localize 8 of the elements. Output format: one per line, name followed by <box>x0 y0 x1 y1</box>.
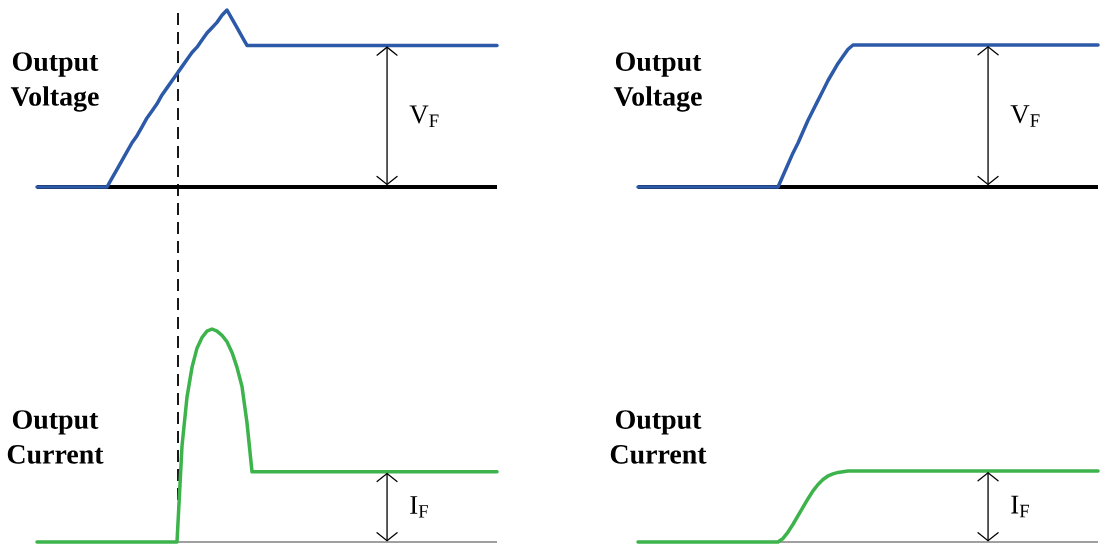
y-axis-title: Output Current <box>7 410 104 464</box>
annotation: V$_{F}$ <box>409 105 439 127</box>
annotation: V$_{F}$ <box>1010 105 1040 127</box>
y-axis-title: Output Current <box>610 410 707 464</box>
y-axis-title: Output Voltage <box>10 52 99 112</box>
y-axis-title: Output Voltage <box>613 52 702 112</box>
annotation: I$_{F}$ <box>410 496 429 518</box>
annotation: I$_{F}$ <box>1011 495 1030 518</box>
